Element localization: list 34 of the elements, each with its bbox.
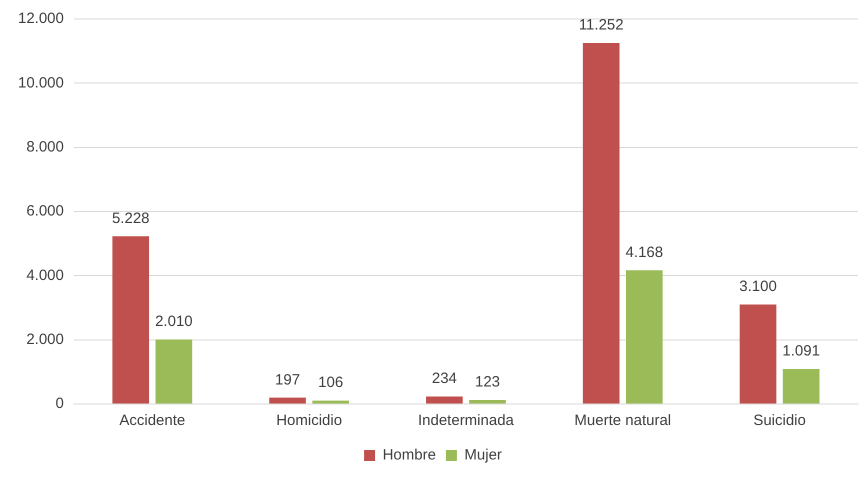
data-label: 123 [474, 374, 500, 391]
data-label: 2.010 [155, 313, 193, 330]
y-tick-label: 4.000 [26, 266, 64, 284]
x-tick-label: Suicidio [753, 412, 806, 430]
y-tick-label: 12.000 [18, 10, 64, 28]
y-tick-label: 10.000 [18, 74, 64, 92]
x-tick-label: Homicidio [276, 412, 342, 430]
bar [112, 236, 150, 404]
bar [312, 400, 350, 404]
bar [740, 304, 776, 404]
x-tick-label: Accidente [119, 412, 186, 430]
data-label: 106 [318, 374, 344, 392]
data-label: 1.091 [782, 342, 820, 360]
y-tick-label: 8.000 [26, 138, 64, 156]
x-tick-label: Indeterminada [418, 412, 515, 430]
legend-label: Mujer [464, 446, 502, 464]
bar [269, 398, 306, 404]
data-label: 234 [432, 370, 457, 388]
data-label: 11.252 [578, 16, 624, 34]
bar [626, 270, 663, 404]
legend-label: Hombre [382, 446, 436, 464]
data-label: 3.100 [739, 278, 777, 296]
data-label: 5.228 [112, 210, 150, 227]
y-tick-label: 2.000 [26, 330, 64, 348]
y-tick-label: 6.000 [26, 202, 64, 220]
bar [782, 368, 820, 404]
y-tick-label: 0 [56, 395, 64, 412]
bar [156, 340, 192, 404]
data-label: 4.168 [626, 244, 664, 261]
bar [426, 396, 463, 404]
bar [582, 43, 620, 404]
bar [469, 400, 506, 404]
x-tick-label: Muerte natural [574, 412, 672, 430]
data-label: 197 [275, 371, 300, 388]
